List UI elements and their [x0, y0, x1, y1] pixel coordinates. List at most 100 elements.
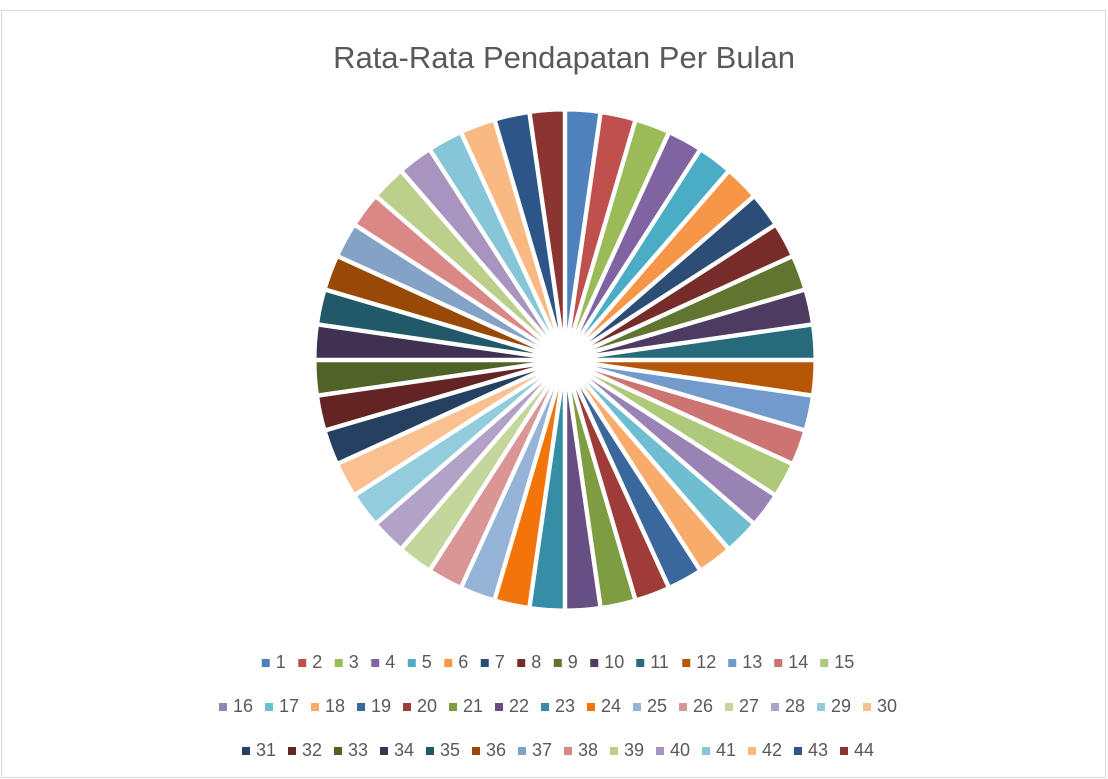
legend-marker	[774, 659, 783, 667]
legend-label: 30	[877, 696, 897, 716]
pie-slice	[315, 325, 542, 359]
legend-marker	[380, 747, 388, 755]
legend-label: 28	[785, 696, 805, 716]
legend-label: 25	[647, 696, 667, 716]
legend-label: 7	[495, 652, 505, 672]
pie-slice	[338, 226, 545, 349]
legend-label: 16	[233, 696, 253, 716]
legend-label: 5	[422, 652, 432, 672]
legend-label: 6	[458, 652, 468, 672]
legend-marker	[748, 747, 756, 755]
pie-slice	[462, 382, 558, 599]
legend-marker	[495, 703, 503, 711]
legend-label: 11	[650, 652, 669, 672]
pie-slice	[588, 364, 812, 430]
legend-label: 26	[693, 696, 713, 716]
legend-label: 32	[302, 740, 322, 760]
legend-label: 8	[531, 652, 541, 672]
legend-label: 27	[739, 696, 759, 716]
legend-marker	[288, 747, 296, 755]
legend-marker	[794, 747, 802, 755]
legend-marker	[517, 659, 526, 667]
legend-label: 10	[604, 652, 624, 672]
legend-marker	[541, 703, 549, 711]
legend-label: 39	[624, 740, 644, 760]
legend-marker	[682, 659, 691, 667]
pie-slice	[585, 226, 792, 349]
legend-label: 37	[532, 740, 552, 760]
legend-label: 14	[788, 652, 808, 672]
pie-slice	[581, 172, 753, 344]
legend-label: 22	[509, 696, 529, 716]
pie-slice	[355, 373, 547, 523]
legend-marker	[656, 747, 664, 755]
pie-slice	[530, 110, 564, 337]
pie-slice	[583, 373, 775, 523]
pie-slice	[587, 257, 804, 353]
legend-marker	[840, 747, 848, 755]
pie-slice	[587, 367, 804, 463]
pie-slice	[326, 257, 543, 353]
legend-marker	[636, 659, 645, 667]
legend-marker	[820, 659, 829, 667]
pie-slice	[495, 383, 561, 607]
legend-marker	[265, 703, 273, 711]
pie-slice	[569, 113, 635, 337]
pie-slice	[431, 380, 554, 587]
legend-marker	[242, 747, 250, 755]
pie-slice	[572, 121, 668, 338]
legend-label: 41	[716, 740, 736, 760]
pie-slice	[377, 376, 549, 548]
pie-slice	[315, 361, 542, 395]
pie-slice	[588, 361, 815, 395]
legend-marker	[590, 659, 599, 667]
legend-marker	[702, 747, 710, 755]
legend-label: 21	[463, 696, 483, 716]
pie-slice	[566, 110, 600, 337]
pie-slice	[588, 325, 815, 359]
pie-slice	[569, 383, 635, 607]
legend-label: 42	[762, 740, 782, 760]
legend-label: 34	[394, 740, 414, 760]
pie-slice	[338, 371, 545, 494]
legend-label: 43	[808, 740, 828, 760]
pie-slice	[402, 150, 552, 342]
legend-marker	[472, 747, 480, 755]
pie-slice	[578, 150, 728, 342]
legend-marker	[679, 703, 687, 711]
legend-marker	[219, 703, 227, 711]
legend-label: 40	[670, 740, 690, 760]
pie-slice	[572, 382, 668, 599]
legend-label: 12	[696, 652, 716, 672]
legend-marker	[564, 747, 572, 755]
legend-marker	[371, 659, 380, 667]
pie-slice	[581, 376, 753, 548]
legend-label: 9	[568, 652, 578, 672]
legend-marker	[518, 747, 526, 755]
legend-label: 29	[831, 696, 851, 716]
pie-slice	[495, 113, 561, 337]
legend-marker	[407, 659, 416, 667]
legend-label: 36	[486, 740, 506, 760]
pie-slice	[377, 172, 549, 344]
pie-slice	[576, 133, 699, 340]
legend-label: 31	[256, 740, 276, 760]
legend-marker	[728, 659, 737, 667]
legend-marker	[449, 703, 457, 711]
legend-label: 15	[834, 652, 854, 672]
pie-slice	[588, 290, 812, 356]
legend-marker	[480, 659, 489, 667]
pie-slice	[530, 383, 564, 610]
legend-label: 13	[742, 652, 762, 672]
pie-slice	[402, 378, 552, 570]
legend-marker	[771, 703, 779, 711]
legend-marker	[444, 659, 453, 667]
legend-label: 18	[325, 696, 345, 716]
legend-marker	[725, 703, 733, 711]
pie-slice	[318, 290, 542, 356]
pie-slice	[355, 197, 547, 347]
pie-slice	[585, 371, 792, 494]
pie-slice	[576, 380, 699, 587]
legend-label: 2	[312, 652, 322, 672]
